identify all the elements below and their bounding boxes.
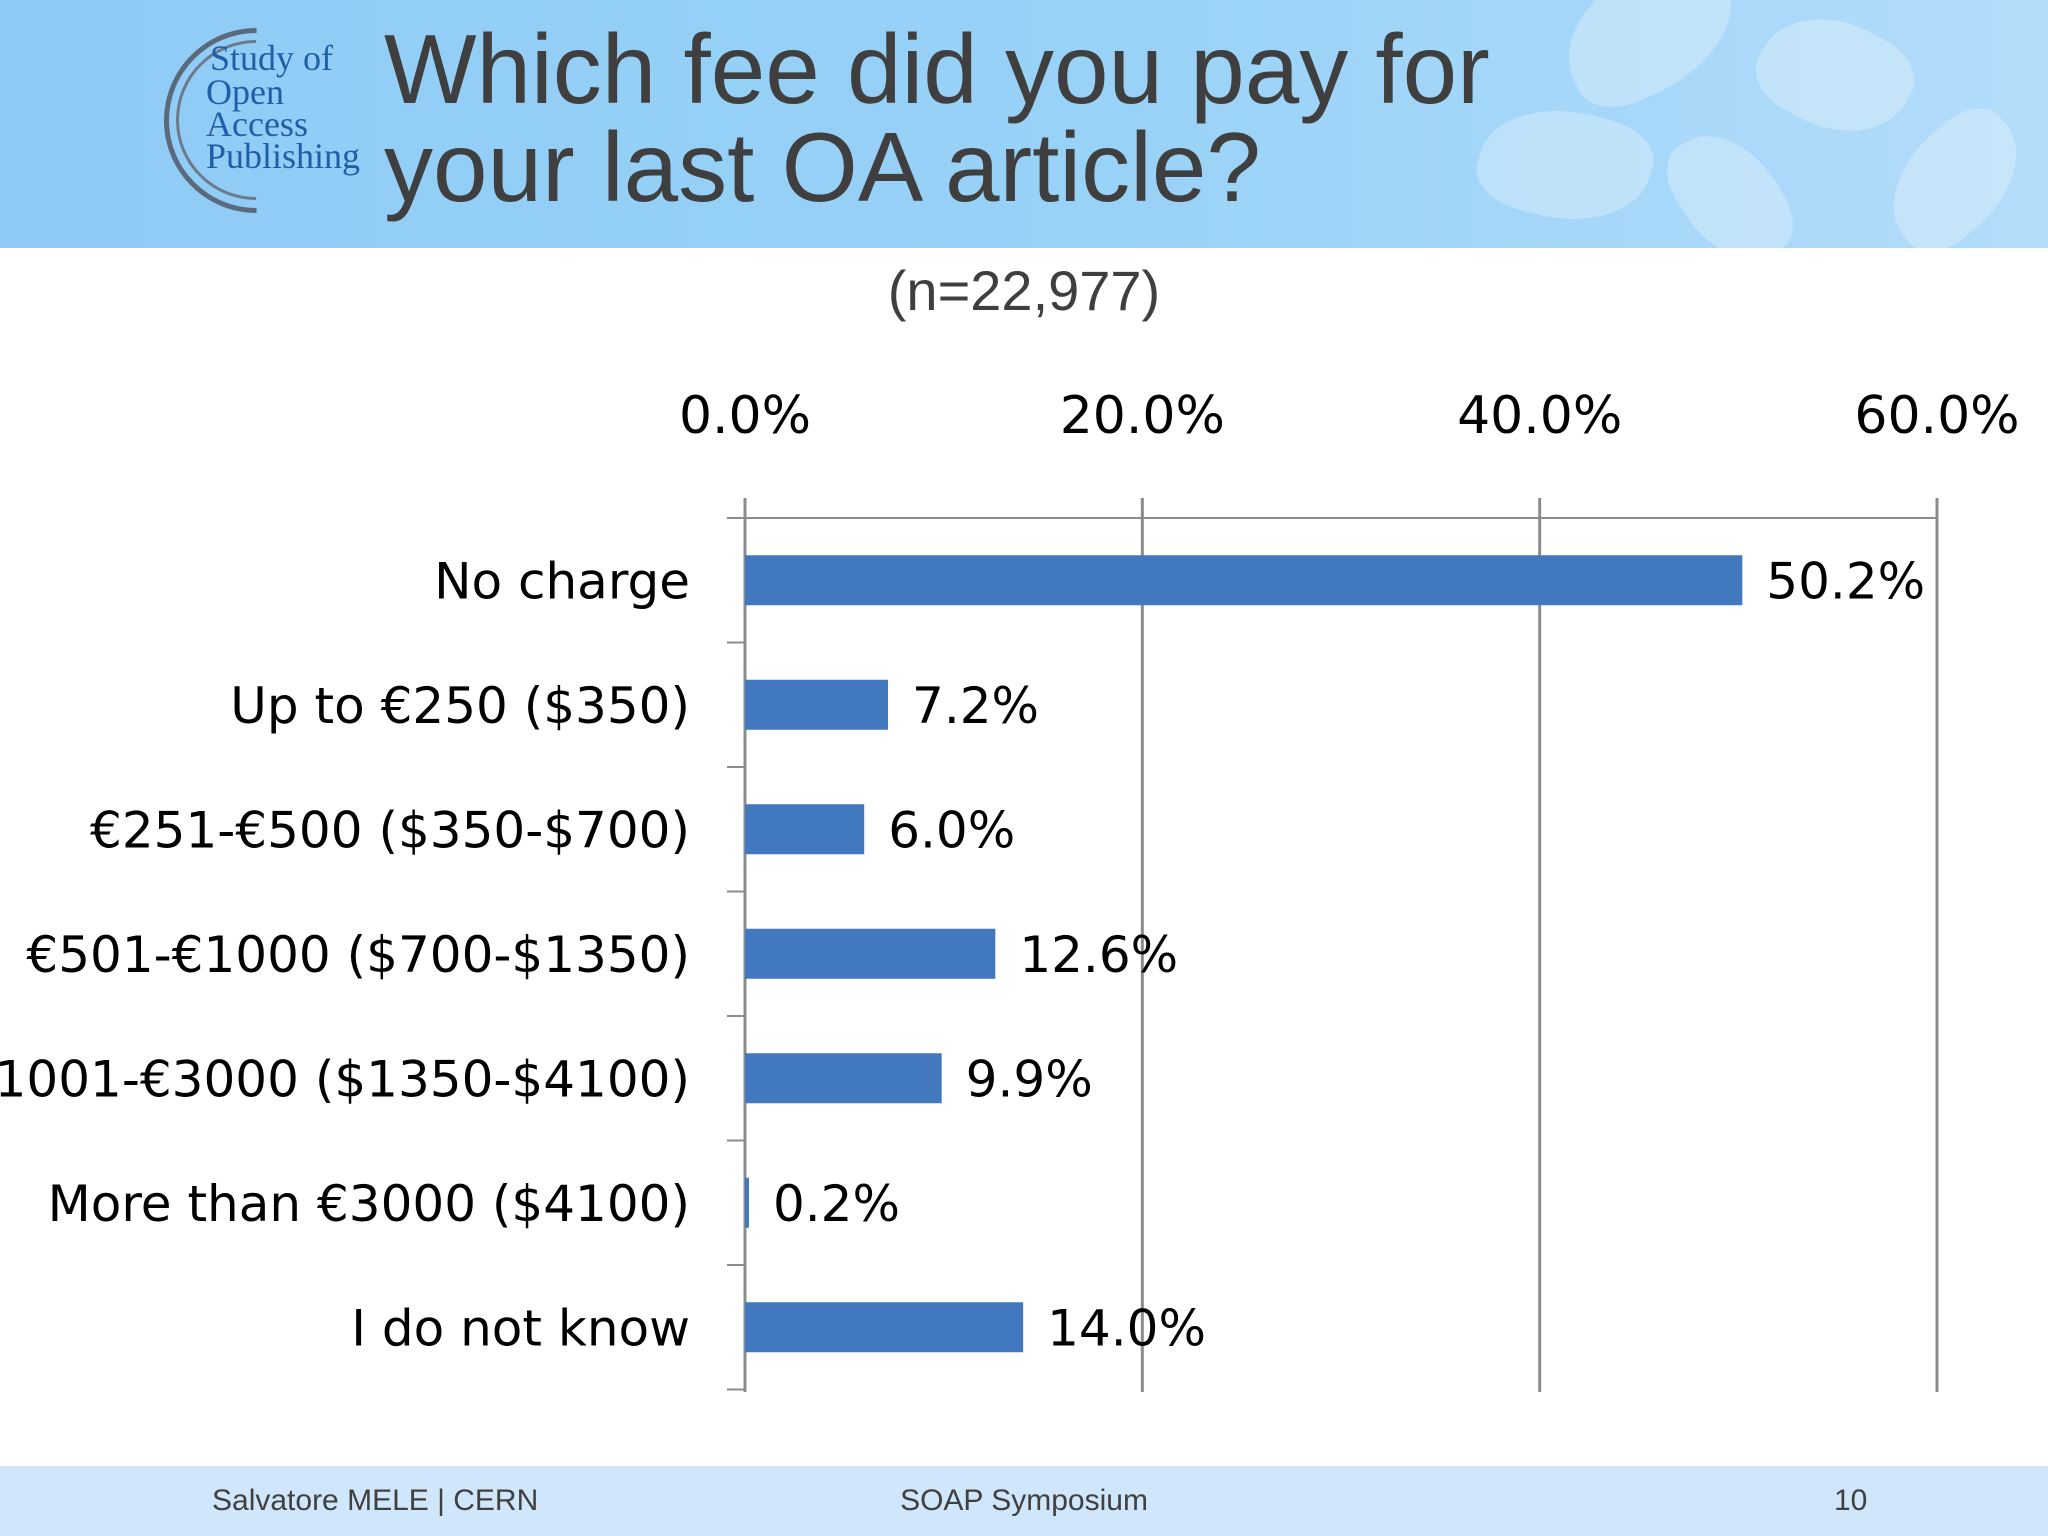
category-label: €1001-€3000 ($1350-$4100) (0, 1050, 690, 1108)
slide-header: Study of Open Access Publishing Which fe… (0, 0, 2048, 248)
x-tick-label: 40.0% (1457, 386, 1622, 446)
slide-footer: Salvatore MELE | CERN SOAP Symposium 10 (0, 1466, 2048, 1536)
footer-page-number: 10 (1834, 1484, 1868, 1517)
bar (745, 1302, 1024, 1353)
bar (745, 1177, 749, 1228)
data-label: 7.2% (912, 677, 1039, 735)
footer-event: SOAP Symposium (900, 1484, 1148, 1517)
data-label: 6.0% (888, 801, 1015, 859)
x-tick-label: 0.0% (679, 386, 811, 446)
footer-author: Salvatore MELE | CERN (212, 1484, 539, 1517)
logo-line-open: Open (206, 72, 284, 112)
category-label: More than €3000 ($4100) (48, 1175, 690, 1233)
bar (745, 679, 889, 730)
category-label: No charge (434, 552, 690, 610)
bar (745, 804, 865, 855)
data-label: 50.2% (1766, 552, 1925, 610)
bar (745, 928, 996, 979)
x-tick-label: 20.0% (1060, 386, 1225, 446)
soap-logo: Study of Open Access Publishing (125, 0, 388, 248)
logo-line-publishing: Publishing (206, 136, 361, 176)
bar (745, 555, 1743, 606)
title-line-2: your last OA article? (384, 112, 1261, 222)
data-label: 12.6% (1019, 926, 1178, 984)
category-label: Up to €250 ($350) (230, 677, 690, 735)
bar (745, 1053, 942, 1104)
title-line-1: Which fee did you pay for (384, 14, 1490, 124)
data-label: 9.9% (966, 1050, 1093, 1108)
slide-title: Which fee did you pay for your last OA a… (384, 20, 1684, 216)
data-label: 14.0% (1047, 1299, 1206, 1357)
data-label: 0.2% (773, 1175, 900, 1233)
x-tick-label: 60.0% (1854, 386, 2019, 446)
category-label: I do not know (351, 1299, 690, 1357)
logo-line-access: Access (206, 104, 308, 144)
category-label: €501-€1000 ($700-$1350) (26, 926, 690, 984)
logo-line-study: Study of (210, 38, 334, 78)
sample-size: (n=22,977) (887, 259, 1161, 322)
category-label: €251-€500 ($350-$700) (90, 801, 690, 859)
fee-bar-chart: 0.0% 20.0% 40.0% 60.0% No charge 50.2% Up to €… (0, 386, 2020, 1392)
